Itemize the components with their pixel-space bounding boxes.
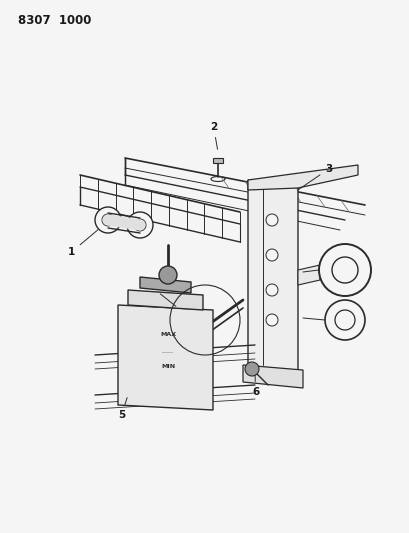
Circle shape xyxy=(102,214,114,226)
Text: 1: 1 xyxy=(68,230,98,257)
Circle shape xyxy=(265,284,277,296)
Text: MIN: MIN xyxy=(161,365,175,369)
Polygon shape xyxy=(297,265,319,285)
Circle shape xyxy=(134,219,146,231)
Circle shape xyxy=(265,214,277,226)
Circle shape xyxy=(265,314,277,326)
Text: MAX: MAX xyxy=(160,333,175,337)
Text: 3: 3 xyxy=(297,164,331,190)
Polygon shape xyxy=(247,180,297,375)
Circle shape xyxy=(127,212,153,238)
Polygon shape xyxy=(213,158,222,163)
Circle shape xyxy=(324,300,364,340)
Text: 8307  1000: 8307 1000 xyxy=(18,14,91,27)
Circle shape xyxy=(334,310,354,330)
Text: 6: 6 xyxy=(252,375,258,397)
Circle shape xyxy=(245,362,258,376)
Text: 5: 5 xyxy=(118,398,127,420)
Text: ------: ------ xyxy=(162,351,173,356)
Polygon shape xyxy=(247,165,357,190)
Circle shape xyxy=(331,257,357,283)
Circle shape xyxy=(159,266,177,284)
Circle shape xyxy=(318,244,370,296)
Polygon shape xyxy=(243,365,302,388)
Text: 2: 2 xyxy=(209,122,217,149)
Polygon shape xyxy=(139,277,191,293)
Text: 4: 4 xyxy=(148,282,175,306)
Polygon shape xyxy=(128,290,202,310)
Circle shape xyxy=(265,249,277,261)
Polygon shape xyxy=(118,305,213,410)
Circle shape xyxy=(95,207,121,233)
